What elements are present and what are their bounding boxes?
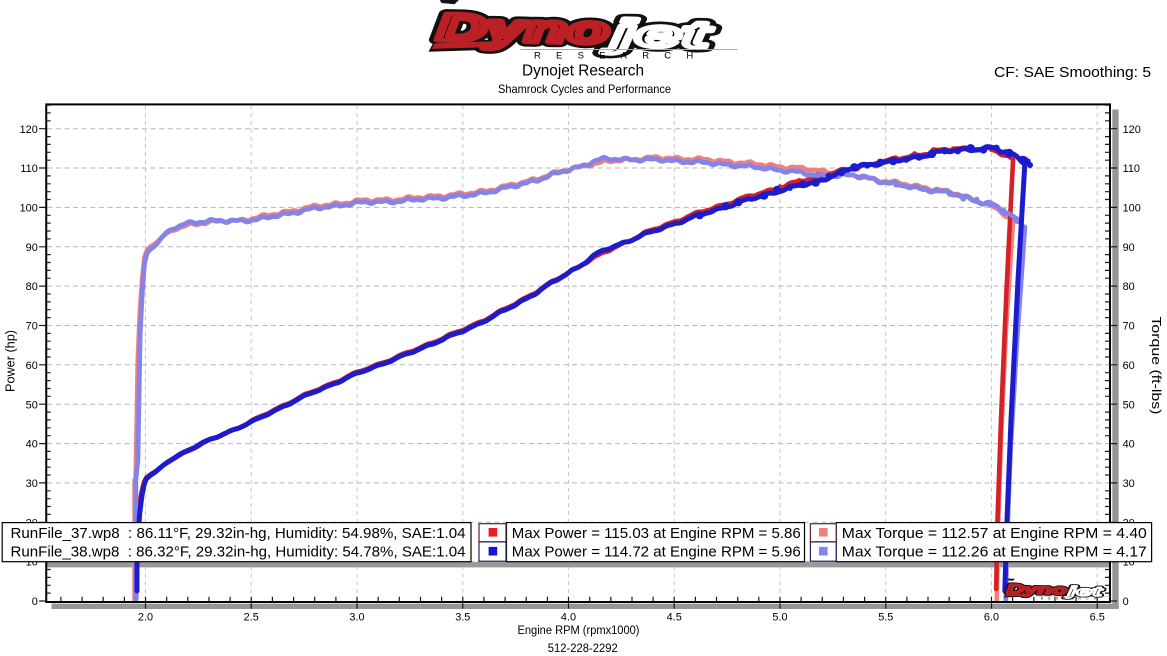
svg-text:Max Power = 114.72 at Engine R: Max Power = 114.72 at Engine RPM = 5.96 bbox=[512, 544, 801, 560]
svg-text:3.0: 3.0 bbox=[349, 611, 364, 623]
svg-text:70: 70 bbox=[1123, 321, 1135, 333]
svg-text:80: 80 bbox=[26, 281, 38, 293]
svg-text:2.0: 2.0 bbox=[138, 611, 153, 623]
svg-text:110: 110 bbox=[1123, 163, 1140, 175]
svg-text:6.0: 6.0 bbox=[984, 611, 999, 623]
svg-text:CF: SAE Smoothing: 5: CF: SAE Smoothing: 5 bbox=[994, 65, 1151, 81]
svg-text:120: 120 bbox=[20, 124, 38, 136]
svg-text:Max Power = 115.03 at Engine R: Max Power = 115.03 at Engine RPM = 5.86 bbox=[512, 526, 801, 542]
svg-text:6.5: 6.5 bbox=[1090, 611, 1105, 623]
svg-text:Shamrock Cycles and Performanc: Shamrock Cycles and Performance bbox=[498, 82, 671, 96]
svg-text:80: 80 bbox=[1123, 281, 1135, 293]
svg-text:RESEARCH: RESEARCH bbox=[534, 50, 708, 61]
svg-text:5.0: 5.0 bbox=[772, 611, 787, 623]
svg-text:0: 0 bbox=[32, 596, 38, 608]
svg-text:Engine RPM (rpmx1000): Engine RPM (rpmx1000) bbox=[518, 625, 640, 637]
svg-text:120: 120 bbox=[1123, 124, 1141, 136]
svg-text:Dynojet Research: Dynojet Research bbox=[522, 62, 644, 79]
svg-text:jet: jet bbox=[601, 13, 713, 57]
svg-text:40: 40 bbox=[1123, 439, 1135, 451]
svg-text:Max Torque = 112.57 at Engine: Max Torque = 112.57 at Engine RPM = 4.40 bbox=[842, 526, 1147, 542]
svg-text:Max Torque = 112.26 at Engine: Max Torque = 112.26 at Engine RPM = 4.17 bbox=[842, 544, 1147, 560]
svg-text:RunFile_37.wp8 : 86.11°F, 29.: RunFile_37.wp8 : 86.11°F, 29.32in-hg, Hu… bbox=[11, 526, 466, 542]
svg-text:4.5: 4.5 bbox=[667, 611, 682, 623]
svg-text:4.0: 4.0 bbox=[561, 611, 576, 623]
svg-text:60: 60 bbox=[1123, 360, 1135, 372]
svg-text:30: 30 bbox=[1123, 478, 1135, 490]
svg-text:100: 100 bbox=[1123, 203, 1141, 215]
svg-text:50: 50 bbox=[26, 399, 38, 411]
svg-text:RunFile_38.wp8 : 86.32°F, 29.: RunFile_38.wp8 : 86.32°F, 29.32in-hg, Hu… bbox=[11, 544, 466, 560]
svg-text:2.5: 2.5 bbox=[244, 611, 259, 623]
svg-text:70: 70 bbox=[26, 321, 38, 333]
svg-text:90: 90 bbox=[26, 242, 38, 254]
svg-text:60: 60 bbox=[26, 360, 38, 372]
svg-text:Torque (ft-lbs): Torque (ft-lbs) bbox=[1149, 317, 1164, 415]
svg-text:5.5: 5.5 bbox=[878, 611, 893, 623]
svg-text:110: 110 bbox=[20, 163, 37, 175]
svg-text:100: 100 bbox=[20, 203, 38, 215]
svg-text:0: 0 bbox=[1123, 596, 1129, 608]
svg-text:40: 40 bbox=[26, 439, 38, 451]
svg-text:Dyno: Dyno bbox=[437, 7, 610, 52]
svg-text:50: 50 bbox=[1123, 399, 1135, 411]
svg-text:90: 90 bbox=[1123, 242, 1135, 254]
svg-text:Power (hp): Power (hp) bbox=[3, 330, 18, 392]
svg-text:512-228-2292: 512-228-2292 bbox=[548, 641, 618, 655]
svg-text:30: 30 bbox=[26, 478, 38, 490]
svg-text:3.5: 3.5 bbox=[455, 611, 470, 623]
